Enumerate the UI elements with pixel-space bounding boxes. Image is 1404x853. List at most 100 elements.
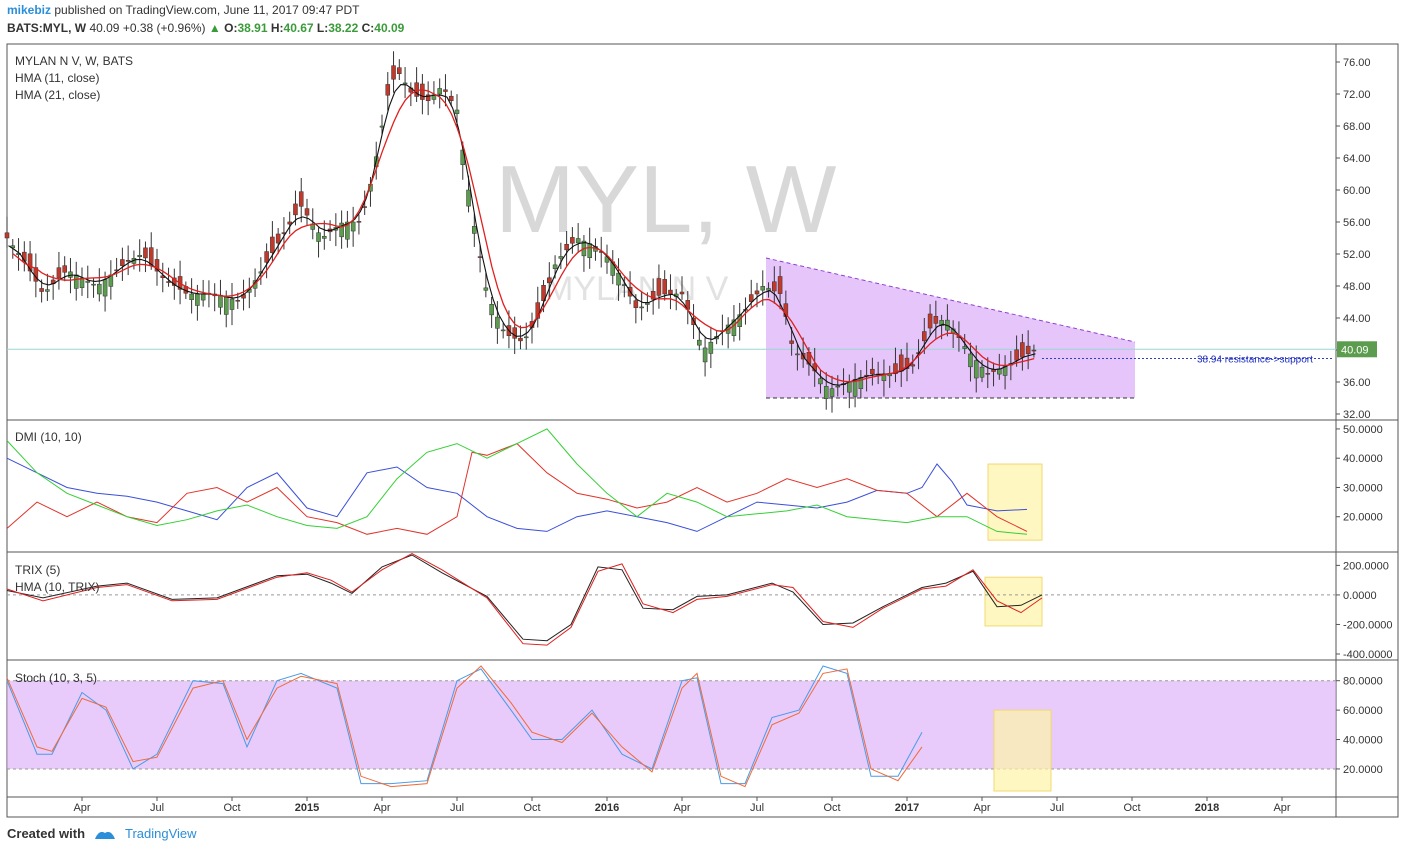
candle-body (293, 203, 298, 216)
candle-body (697, 339, 702, 346)
candle-body (702, 347, 708, 363)
candle-body (56, 267, 62, 279)
candle-body (287, 221, 292, 225)
dmi-plus-line (6, 457, 1028, 532)
price-axis-tick-label: 60.00 (1343, 185, 1371, 197)
candle-body (668, 289, 673, 295)
candle-body (558, 256, 564, 259)
candle-body (535, 302, 541, 319)
candle-body (1014, 349, 1019, 361)
candle-body (495, 316, 500, 329)
candle-body (143, 247, 148, 259)
candle-body (402, 82, 408, 85)
candle-body (541, 284, 546, 302)
candle-body (477, 256, 483, 258)
candle-body (979, 366, 985, 378)
candle-body (339, 222, 344, 238)
tradingview-brand[interactable]: TradingView (125, 826, 197, 841)
candle-body (448, 95, 454, 102)
time-tick-label: Apr (673, 802, 690, 814)
candle-body (425, 94, 431, 102)
candle-body (229, 298, 235, 310)
candle-body (1025, 345, 1031, 355)
close-value: 40.09 (374, 21, 405, 35)
price-pane-title: MYLAN N V, W, BATS (15, 54, 133, 68)
candle-body (933, 316, 939, 324)
candle-body (79, 277, 85, 288)
open-label: O: (224, 21, 238, 35)
chart-frame (6, 43, 1399, 818)
price-axis-tick-label: 44.00 (1343, 313, 1371, 325)
trix-legend-item: HMA (10, TRIX) (15, 580, 99, 594)
change-text: +0.38 (+0.96%) (122, 21, 206, 35)
time-tick-label: Oct (823, 802, 840, 814)
candle-body (275, 233, 281, 244)
stoch-axis-tick-label: 20.0000 (1343, 764, 1383, 776)
candle-body (454, 109, 460, 114)
candle-body (62, 265, 67, 273)
candle-body (852, 379, 858, 397)
price-legend-item: HMA (21, close) (15, 88, 100, 102)
trix-highlight-box (984, 576, 1043, 627)
candle-body (437, 88, 442, 95)
candle-body (650, 291, 656, 300)
candle-body (120, 259, 125, 266)
time-tick-label: 2016 (595, 802, 619, 814)
trix-trix-line (6, 554, 1043, 642)
close-label: C: (361, 21, 375, 35)
stoch-highlight-box (993, 709, 1052, 792)
candle-body (85, 280, 91, 283)
stoch-axis-tick-label: 60.0000 (1343, 705, 1383, 717)
candle-body (1020, 342, 1025, 358)
candle-body (858, 377, 864, 389)
candle-body (893, 363, 898, 375)
price-axis-tick-label: 48.00 (1343, 281, 1371, 293)
candle-body (904, 357, 910, 369)
candle-body (350, 221, 356, 232)
candle-body (200, 293, 206, 301)
footer: Created with TradingView (7, 826, 197, 841)
trix-axis-tick-label: -400.0000 (1343, 649, 1393, 661)
candle-body (466, 189, 471, 207)
candle-body (789, 340, 794, 344)
candle-body (575, 238, 581, 244)
candle-body (391, 65, 396, 80)
candle-body (102, 279, 108, 297)
candle-body (772, 281, 777, 292)
time-tick-label: Oct (223, 802, 240, 814)
candle-body (154, 259, 160, 272)
candle-body (472, 226, 477, 234)
author-link[interactable]: mikebiz (7, 3, 52, 17)
time-tick-label: Jul (450, 802, 464, 814)
price-axis-tick-label: 72.00 (1343, 89, 1371, 101)
candle-body (587, 243, 592, 258)
candle-body (570, 237, 575, 244)
candle-body (518, 337, 523, 342)
candle-body (835, 385, 841, 388)
published-text: published on TradingView.com, June 11, 2… (54, 3, 360, 17)
symbol-label: BATS:MYL, W (7, 21, 87, 35)
time-tick-label: Apr (73, 802, 90, 814)
candle-body (4, 232, 10, 239)
time-tick-label: 2015 (295, 802, 319, 814)
time-tick-label: Apr (373, 802, 390, 814)
candle-body (818, 378, 823, 385)
trix-axis-tick-label: -200.0000 (1343, 619, 1393, 631)
stoch-axis-tick-label: 80.0000 (1343, 676, 1383, 688)
candle-body (172, 277, 177, 286)
candle-body (823, 386, 829, 399)
candle-body (137, 254, 142, 257)
candle-body (708, 341, 714, 354)
candle-body (656, 278, 662, 296)
candle-body (91, 283, 96, 286)
candle-body (777, 276, 783, 294)
stoch-pane-title: Stoch (10, 3, 5) (15, 671, 97, 685)
candle-body (97, 283, 102, 295)
candle-body (795, 353, 800, 356)
candle-body (748, 294, 754, 302)
price-axis-tick-label: 76.00 (1343, 57, 1371, 69)
candle-body (45, 289, 50, 292)
candle-body (829, 388, 835, 397)
last-price: 40.09 (89, 21, 120, 35)
